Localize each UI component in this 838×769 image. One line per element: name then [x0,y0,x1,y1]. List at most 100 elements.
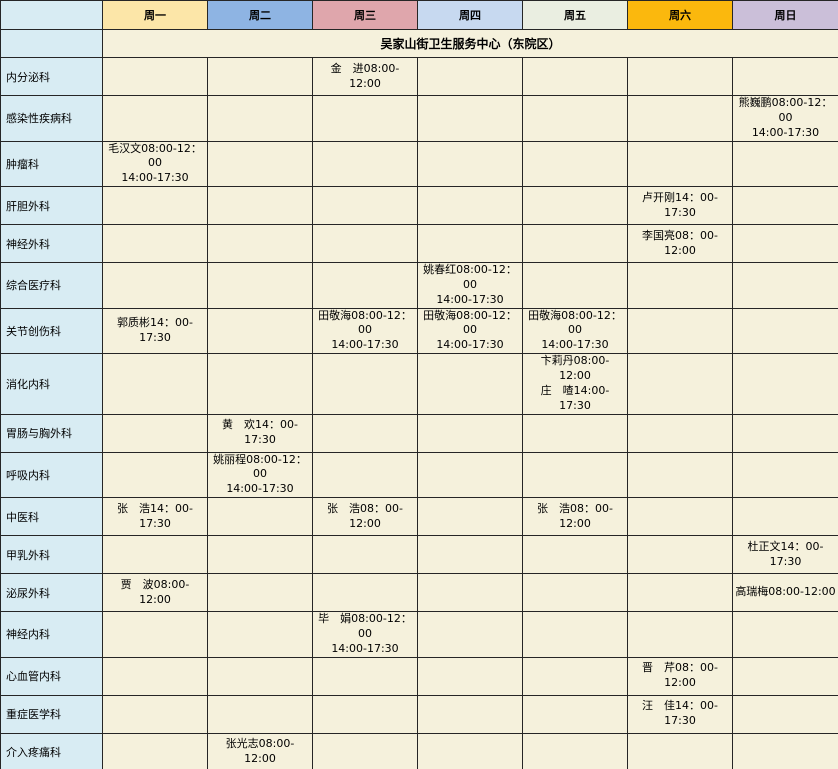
department-row: 神经内科 毕 娟08:00-12：00 14:00-17:30 [0,611,838,658]
weekday-header-row: 周一 周二 周三 周四 周五 周六 周日 [0,0,838,30]
schedule-cell [732,694,838,734]
schedule-cell [522,57,628,96]
schedule-cell [732,307,838,355]
schedule-cell [627,140,733,188]
schedule-cell [417,353,523,415]
schedule-cell [417,224,523,264]
schedule-cell: 田敬海08:00-12：00 14:00-17:30 [312,307,418,355]
schedule-cell [102,57,208,96]
schedule-cell: 田敬海08:00-12：00 14:00-17:30 [417,307,523,355]
schedule-cell [207,262,313,309]
department-row: 肿瘤科 毛汉文08:00-12：00 14:00-17:30 [0,140,838,188]
schedule-cell: 张 浩08：00-12:00 [522,497,628,537]
schedule-cell [207,57,313,96]
schedule-cell [627,413,733,453]
department-row: 泌尿外科贾 波08:00-12:00 高瑞梅08:00-12:00 [0,573,838,613]
schedule-cell [627,307,733,355]
schedule-cell [102,186,208,226]
department-row: 呼吸内科 姚丽程08:00-12：00 14:00-17:30 [0,451,838,499]
schedule-cell [417,656,523,696]
department-name: 肿瘤科 [0,140,103,188]
schedule-cell [207,611,313,658]
schedule-cell [102,732,208,769]
schedule-cell [312,353,418,415]
department-name: 内分泌科 [0,57,103,96]
schedule-cell [522,611,628,658]
department-row: 中医科张 浩14：00-17:30 张 浩08：00-12:00 张 浩08：00-… [0,497,838,537]
department-row: 介入疼痛科 张光志08:00-12:00 [0,732,838,769]
schedule-cell [312,140,418,188]
schedule-cell [312,535,418,575]
schedule-cell [312,224,418,264]
department-row: 综合医疗科 姚春红08:00-12：00 14:00-17:30 [0,262,838,309]
schedule-cell [417,95,523,142]
day-header-6: 周六 [627,0,733,30]
schedule-cell [627,451,733,499]
schedule-cell [732,656,838,696]
schedule-cell [417,57,523,96]
schedule-cell [417,140,523,188]
department-row: 胃肠与胸外科 黄 欢14：00-17:30 [0,413,838,453]
section-corner-cell [0,29,103,58]
schedule-cell: 张光志08:00-12:00 [207,732,313,769]
schedule-cell [732,57,838,96]
schedule-cell: 晋 芹08：00-12:00 [627,656,733,696]
schedule-cell [732,497,838,537]
schedule-cell [312,95,418,142]
schedule-cell [417,611,523,658]
schedule-cell [732,451,838,499]
schedule-cell [312,573,418,613]
day-header-5: 周五 [522,0,628,30]
schedule-cell: 姚丽程08:00-12：00 14:00-17:30 [207,451,313,499]
schedule-cell [732,262,838,309]
schedule-cell: 毕 娟08:00-12：00 14:00-17:30 [312,611,418,658]
schedule-cell [627,573,733,613]
schedule-cell [732,611,838,658]
schedule-cell [102,224,208,264]
section-title: 吴家山街卫生服务中心（东院区） [102,29,838,58]
schedule-cell [732,413,838,453]
department-row: 消化内科 卞莉丹08:00-12:00 庄 喳14:00-17:30 [0,353,838,415]
day-header-3: 周三 [312,0,418,30]
schedule-cell: 郭质彬14：00-17:30 [102,307,208,355]
department-name: 神经外科 [0,224,103,264]
schedule-cell [102,535,208,575]
schedule-cell [207,186,313,226]
schedule-cell [207,497,313,537]
schedule-cell [522,535,628,575]
schedule-cell [522,413,628,453]
schedule-cell [102,656,208,696]
schedule-cell [417,732,523,769]
schedule-cell [102,95,208,142]
schedule-cell [522,694,628,734]
schedule-cell: 毛汉文08:00-12：00 14:00-17:30 [102,140,208,188]
schedule-cell: 贾 波08:00-12:00 [102,573,208,613]
schedule-cell [312,262,418,309]
schedule-cell: 张 浩08：00-12:00 [312,497,418,537]
department-name: 中医科 [0,497,103,537]
department-name: 胃肠与胸外科 [0,413,103,453]
schedule-cell: 杜正文14：00-17:30 [732,535,838,575]
schedule-cell [627,57,733,96]
schedule-cell [102,413,208,453]
department-name: 关节创伤科 [0,307,103,355]
corner-cell [0,0,103,30]
schedule-cell [522,224,628,264]
department-name: 神经内科 [0,611,103,658]
schedule-cell: 金 进08:00-12:00 [312,57,418,96]
schedule-cell [417,573,523,613]
day-header-1: 周一 [102,0,208,30]
schedule-cell [732,732,838,769]
schedule-cell: 汪 佳14：00-17:30 [627,694,733,734]
schedule-cell [207,694,313,734]
schedule-cell [417,413,523,453]
department-row: 甲乳外科 杜正文14：00-17:30 [0,535,838,575]
department-name: 心血管内科 [0,656,103,696]
schedule-cell [102,353,208,415]
schedule-cell [732,224,838,264]
department-row: 内分泌科 金 进08:00-12:00 [0,57,838,96]
schedule-cell: 卞莉丹08:00-12:00 庄 喳14:00-17:30 [522,353,628,415]
schedule-cell: 黄 欢14：00-17:30 [207,413,313,453]
schedule-cell [207,140,313,188]
